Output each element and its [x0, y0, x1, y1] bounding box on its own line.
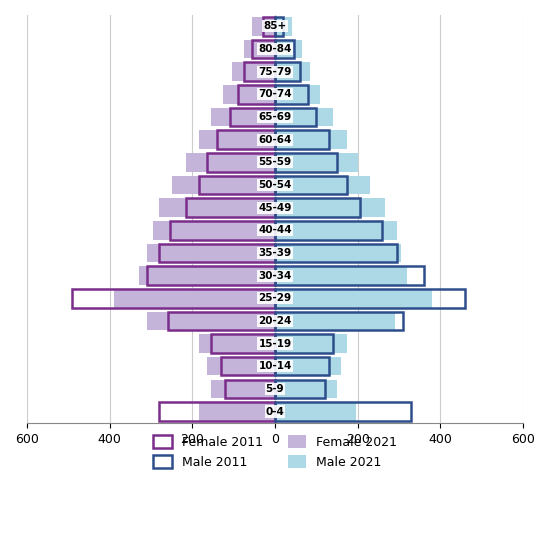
Bar: [275, 40, 294, 58]
Bar: [252, 17, 275, 36]
Bar: [232, 62, 275, 81]
Text: 85+: 85+: [263, 22, 287, 31]
Bar: [153, 221, 275, 239]
Text: 5-9: 5-9: [266, 384, 284, 394]
Bar: [252, 40, 275, 58]
Bar: [275, 199, 360, 217]
Bar: [238, 85, 275, 104]
Bar: [275, 289, 465, 308]
Bar: [199, 130, 275, 149]
Text: 10-14: 10-14: [258, 361, 292, 371]
Text: 0-4: 0-4: [266, 407, 284, 416]
Bar: [73, 289, 275, 308]
Bar: [275, 266, 408, 285]
Bar: [275, 402, 411, 421]
Bar: [275, 62, 300, 81]
Bar: [275, 379, 337, 398]
Text: 80-84: 80-84: [258, 44, 292, 54]
Bar: [275, 357, 341, 376]
Bar: [275, 289, 432, 308]
Bar: [211, 334, 275, 353]
Bar: [275, 108, 333, 126]
Bar: [275, 221, 397, 239]
Text: 40-44: 40-44: [258, 225, 292, 235]
Bar: [275, 402, 356, 421]
Bar: [199, 402, 275, 421]
Bar: [275, 85, 321, 104]
Bar: [275, 175, 348, 194]
Bar: [275, 379, 324, 398]
Bar: [275, 221, 382, 239]
Bar: [226, 379, 275, 398]
Bar: [211, 108, 275, 126]
Text: 30-34: 30-34: [258, 271, 292, 280]
Bar: [139, 266, 275, 285]
Bar: [275, 199, 384, 217]
Bar: [114, 289, 275, 308]
Bar: [160, 199, 275, 217]
Text: 55-59: 55-59: [258, 157, 292, 167]
Bar: [275, 334, 348, 353]
Bar: [147, 312, 275, 330]
Legend: Female 2011, Male 2011, Female 2021, Male 2021: Female 2011, Male 2011, Female 2021, Mal…: [148, 430, 402, 473]
Text: 20-24: 20-24: [258, 316, 292, 326]
Bar: [275, 153, 358, 172]
Bar: [275, 244, 401, 262]
Bar: [275, 62, 310, 81]
Bar: [186, 199, 275, 217]
Bar: [160, 402, 275, 421]
Text: 25-29: 25-29: [258, 293, 292, 303]
Bar: [275, 153, 337, 172]
Bar: [275, 312, 403, 330]
Bar: [199, 334, 275, 353]
Bar: [275, 85, 308, 104]
Text: 75-79: 75-79: [258, 67, 292, 76]
Bar: [275, 108, 316, 126]
Bar: [207, 357, 275, 376]
Bar: [275, 312, 395, 330]
Text: 45-49: 45-49: [258, 203, 292, 213]
Bar: [275, 357, 329, 376]
Text: 70-74: 70-74: [258, 89, 292, 100]
Text: 60-64: 60-64: [258, 134, 292, 145]
Bar: [275, 175, 370, 194]
Bar: [147, 244, 275, 262]
Bar: [275, 17, 292, 36]
Text: 65-69: 65-69: [258, 112, 292, 122]
Bar: [186, 153, 275, 172]
Bar: [244, 62, 275, 81]
Bar: [275, 40, 302, 58]
Text: 35-39: 35-39: [258, 248, 292, 258]
Bar: [275, 130, 348, 149]
Bar: [199, 175, 275, 194]
Bar: [275, 334, 333, 353]
Bar: [169, 221, 275, 239]
Bar: [172, 175, 275, 194]
Bar: [168, 312, 275, 330]
Bar: [211, 379, 275, 398]
Bar: [229, 108, 275, 126]
Bar: [221, 357, 275, 376]
Bar: [244, 40, 275, 58]
Text: 15-19: 15-19: [258, 338, 292, 349]
Bar: [223, 85, 275, 104]
Bar: [160, 244, 275, 262]
Bar: [275, 244, 397, 262]
Bar: [217, 130, 275, 149]
Bar: [275, 130, 329, 149]
Bar: [275, 266, 424, 285]
Bar: [262, 17, 275, 36]
Bar: [275, 17, 283, 36]
Text: 50-54: 50-54: [258, 180, 292, 190]
Bar: [147, 266, 275, 285]
Bar: [207, 153, 275, 172]
